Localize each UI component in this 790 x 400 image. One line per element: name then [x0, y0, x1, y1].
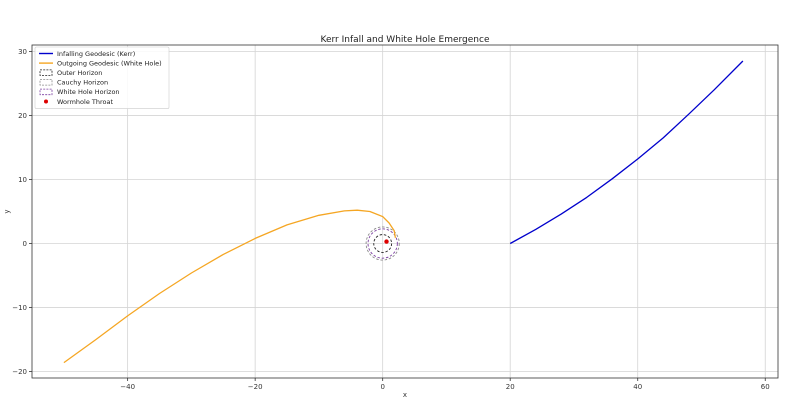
horizon-circle-white-hole-horizon [367, 228, 398, 259]
y-tick-label: 0 [23, 240, 27, 248]
x-tick-label: 40 [633, 383, 642, 391]
legend-label: White Hole Horizon [57, 88, 120, 96]
y-tick-label: 20 [18, 112, 27, 120]
series-layer [63, 60, 744, 364]
series-line-0 [509, 60, 744, 245]
horizon-circle-outer-horizon [373, 234, 393, 253]
legend-swatch-box [39, 88, 53, 96]
legend-swatch-box [39, 79, 53, 86]
x-tick-label: −20 [248, 383, 263, 391]
x-tick-label: 60 [761, 383, 770, 391]
legend: Infalling Geodesic (Kerr)Outgoing Geodes… [34, 46, 170, 109]
y-tick-label: −10 [12, 304, 27, 312]
y-tick-label: −20 [12, 368, 27, 376]
legend-label: Cauchy Horizon [57, 79, 108, 87]
x-tick-label: 20 [506, 383, 515, 391]
legend-label: Outgoing Geodesic (White Hole) [57, 59, 162, 67]
y-axis-label: y [3, 209, 11, 213]
y-tick-label: 10 [18, 176, 27, 184]
legend-swatch-box [39, 69, 53, 76]
x-tick-label: 0 [380, 383, 384, 391]
chart-title: Kerr Infall and White Hole Emergence [321, 35, 490, 45]
plot-frame [31, 44, 779, 379]
series-line-1 [63, 209, 397, 364]
y-tick-label: 30 [18, 48, 27, 56]
horizon-circle-cauchy-horizon [365, 226, 400, 261]
legend-box [34, 46, 170, 109]
x-tick-label: −40 [120, 383, 135, 391]
legend-swatch-dot [44, 99, 48, 104]
x-axis-label: x [403, 391, 407, 399]
wormhole-throat-point [384, 239, 389, 244]
legend-label: Wormhole Throat [57, 98, 113, 106]
ticks-layer: −40 −20 0 20 40 60 −20 −10 0 10 20 30 [12, 48, 769, 391]
legend-label: Infalling Geodesic (Kerr) [57, 50, 135, 58]
plot-frame-rect [31, 44, 779, 379]
legend-label: Outer Horizon [57, 69, 102, 77]
